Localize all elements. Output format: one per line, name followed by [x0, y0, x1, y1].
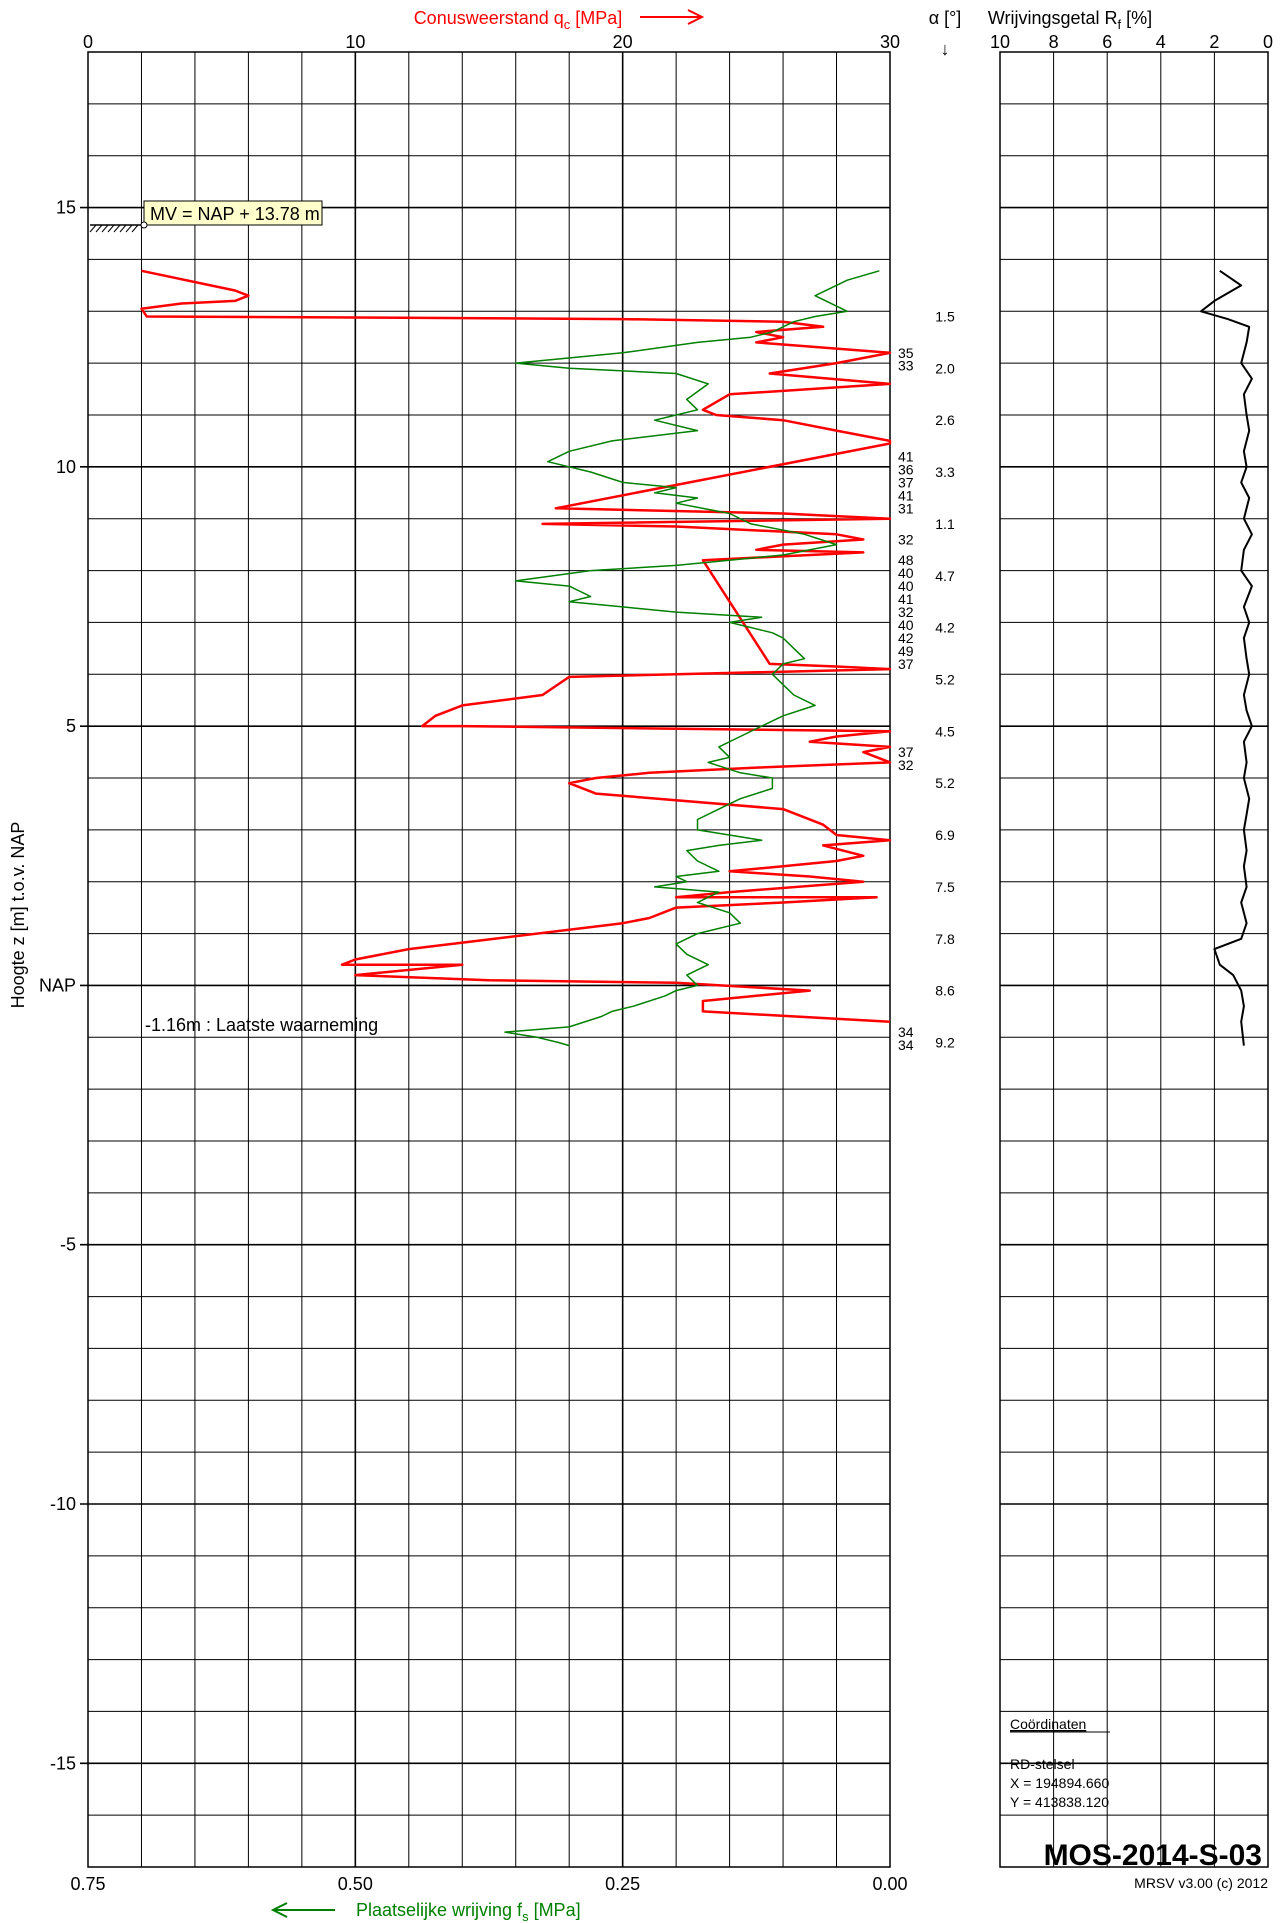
- offscale-value: 32: [898, 604, 914, 620]
- fs-tick-label: 0.00: [872, 1874, 907, 1894]
- hatch-mark: [113, 224, 121, 233]
- alpha-value: 3.3: [935, 464, 955, 480]
- offscale-value: 32: [898, 531, 914, 547]
- rf-tick-label: 2: [1209, 32, 1219, 52]
- qc-tick-label: 10: [345, 32, 365, 52]
- hatch-mark: [101, 224, 109, 233]
- fs-tick-label: 0.75: [70, 1874, 105, 1894]
- hatch-mark: [119, 224, 127, 233]
- main-frame: [87, 51, 891, 1868]
- offscale-value: 40: [898, 617, 914, 633]
- offscale-value: 35: [898, 345, 914, 361]
- mv-annotation: MV = NAP + 13.78 m: [89, 200, 323, 233]
- offscale-value: 49: [898, 643, 914, 659]
- y-tick-label: -15: [50, 1753, 76, 1773]
- y-tick-label: 15: [56, 198, 76, 218]
- qc-tick-label: 20: [613, 32, 633, 52]
- offscale-value: 32: [898, 757, 914, 773]
- offscale-value: 48: [898, 552, 914, 568]
- alpha-label: α [°]: [929, 8, 962, 28]
- rf-tick-label: 8: [1049, 32, 1059, 52]
- offscale-value: 33: [898, 358, 914, 374]
- offscale-value: 34: [898, 1024, 914, 1040]
- hatch-mark: [89, 224, 97, 233]
- fs-arrow-icon: [270, 1902, 335, 1918]
- qc-arrow-icon: [640, 9, 705, 25]
- offscale-value: 40: [898, 578, 914, 594]
- offscale-value: 37: [898, 474, 914, 490]
- rf-axis-label: Wrijvingsgetal Rf [%]: [988, 8, 1152, 32]
- coords-title: Coördinaten: [1010, 1716, 1086, 1732]
- alpha-labels: 1.5 2.0 2.6 3.3 1.1 4.7 4.2 5.2 4.5 5.2 6.9 7.5 7.8 8…: [935, 308, 955, 1050]
- alpha-value: 2.6: [935, 412, 955, 428]
- alpha-value: 6.9: [935, 827, 955, 843]
- y-axis-label: Hoogte z [m] t.o.v. NAP: [8, 822, 28, 1009]
- alpha-value: 7.8: [935, 931, 955, 947]
- offscale-value: 41: [898, 487, 914, 503]
- tick-labels: 0 10 20 300.75 0.50 0.25 0.0015105NAP-5-10-151…: [39, 32, 1273, 1894]
- ground-hatch-icon: [89, 224, 139, 233]
- offscale-value: 37: [898, 656, 914, 672]
- main-grid: [80, 51, 891, 1868]
- alpha-value: 1.5: [935, 308, 955, 324]
- mv-label: MV = NAP + 13.78 m: [150, 204, 320, 224]
- rf-tick-label: 4: [1156, 32, 1166, 52]
- alpha-value: 5.2: [935, 671, 955, 687]
- offscale-value: 41: [898, 591, 914, 607]
- qc-tick-label: 0: [83, 32, 93, 52]
- offscale-value: 34: [898, 1037, 914, 1053]
- hatch-mark: [125, 224, 133, 233]
- y-tick-label: -10: [50, 1494, 76, 1514]
- alpha-arrow-icon: ↓: [941, 39, 950, 59]
- last-observation-label: -1.16m : Laatste waarneming: [145, 1015, 378, 1035]
- coordinates-box: Coördinaten RD-stelsel X = 194894.660 Y …: [1010, 1716, 1268, 1891]
- coords-system: RD-stelsel: [1010, 1756, 1075, 1772]
- alpha-value: 5.2: [935, 775, 955, 791]
- rf-frame: [999, 51, 1269, 1868]
- alpha-value: 2.0: [935, 360, 955, 376]
- y-tick-label: NAP: [39, 975, 76, 995]
- hatch-mark: [95, 224, 103, 233]
- hatch-mark: [131, 224, 139, 233]
- offscale-value: 31: [898, 500, 914, 516]
- offscale-value: 37: [898, 744, 914, 760]
- qc-axis-label: Conusweerstand qc [MPa]: [414, 8, 623, 32]
- y-tick-label: 5: [66, 716, 76, 736]
- y-tick-label: -5: [60, 1235, 76, 1255]
- alpha-value: 4.7: [935, 568, 955, 584]
- rf-tick-label: 0: [1263, 32, 1273, 52]
- offscale-value: 40: [898, 565, 914, 581]
- alpha-value: 1.1: [935, 516, 955, 532]
- software-version: MRSV v3.00 (c) 2012: [1134, 1875, 1268, 1891]
- qc-tick-label: 30: [880, 32, 900, 52]
- offscale-labels: 3533413637413132484040413240424937373234…: [898, 345, 914, 1053]
- rf-grid: [999, 51, 1269, 1868]
- rf-tick-label: 10: [990, 32, 1010, 52]
- fs-tick-label: 0.25: [605, 1874, 640, 1894]
- rf-tick-label: 6: [1102, 32, 1112, 52]
- coords-y: Y = 413838.120: [1010, 1794, 1109, 1810]
- alpha-value: 4.2: [935, 620, 955, 636]
- coords-x: X = 194894.660: [1010, 1775, 1109, 1791]
- alpha-value: 8.6: [935, 983, 955, 999]
- series-line-fs: [504, 270, 880, 1047]
- alpha-value: 7.5: [935, 879, 955, 895]
- series-line-Rf: [1200, 269, 1253, 1046]
- y-tick-label: 10: [56, 457, 76, 477]
- offscale-value: 41: [898, 448, 914, 464]
- fs-axis-label: Plaatselijke wrijving fs [MPa]: [356, 1900, 581, 1923]
- alpha-value: 4.5: [935, 723, 955, 739]
- sounding-id: MOS-2014-S-03: [1044, 1839, 1262, 1872]
- offscale-value: 36: [898, 461, 914, 477]
- offscale-value: 42: [898, 630, 914, 646]
- series-layer: [140, 269, 1253, 1047]
- series-line-qc: [140, 269, 892, 1023]
- fs-tick-label: 0.50: [338, 1874, 373, 1894]
- alpha-value: 9.2: [935, 1034, 955, 1050]
- hatch-mark: [107, 224, 115, 233]
